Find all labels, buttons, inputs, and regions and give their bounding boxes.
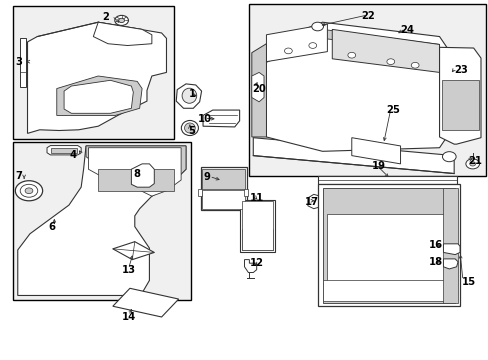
Text: 15: 15 [461, 277, 475, 287]
Polygon shape [113, 242, 154, 260]
Circle shape [465, 159, 479, 169]
Polygon shape [176, 84, 201, 108]
Text: 20: 20 [251, 84, 265, 94]
Text: 13: 13 [122, 265, 135, 275]
Text: 22: 22 [361, 11, 374, 21]
Text: 21: 21 [467, 156, 481, 166]
Polygon shape [93, 22, 152, 45]
Polygon shape [131, 164, 154, 187]
Polygon shape [443, 259, 457, 269]
Polygon shape [47, 145, 81, 155]
Polygon shape [351, 138, 400, 164]
Polygon shape [20, 39, 26, 87]
Polygon shape [251, 44, 266, 137]
Circle shape [25, 188, 33, 194]
Text: 14: 14 [122, 312, 136, 322]
Text: 3: 3 [15, 57, 22, 67]
Polygon shape [317, 184, 459, 306]
Bar [441, 80, 478, 130]
Polygon shape [439, 47, 480, 144]
Text: 25: 25 [385, 105, 399, 115]
Circle shape [442, 152, 455, 162]
Text: 18: 18 [428, 257, 442, 267]
Bar [200, 167, 246, 211]
Circle shape [308, 42, 316, 48]
Text: 9: 9 [203, 172, 209, 182]
Polygon shape [266, 22, 446, 151]
Polygon shape [266, 30, 439, 62]
Text: 17: 17 [304, 197, 318, 207]
Circle shape [284, 48, 292, 54]
Circle shape [311, 22, 323, 31]
Polygon shape [57, 76, 142, 116]
Text: 8: 8 [133, 168, 140, 179]
Text: 11: 11 [249, 193, 263, 203]
Text: 16: 16 [428, 240, 442, 250]
Polygon shape [113, 288, 178, 317]
Polygon shape [266, 24, 327, 62]
Bar [202, 190, 245, 210]
Text: 23: 23 [453, 64, 467, 75]
Circle shape [469, 162, 475, 166]
Bar [13, 142, 190, 300]
Ellipse shape [181, 121, 198, 135]
Text: 5: 5 [188, 126, 195, 135]
Circle shape [410, 62, 418, 68]
Polygon shape [244, 189, 248, 196]
Circle shape [119, 18, 124, 23]
Bar [13, 6, 173, 139]
Ellipse shape [182, 88, 196, 103]
Circle shape [20, 184, 38, 197]
Circle shape [347, 52, 355, 58]
Text: 2: 2 [102, 12, 109, 22]
Text: 19: 19 [371, 161, 386, 171]
Polygon shape [27, 22, 166, 134]
Bar [249, 4, 485, 176]
Polygon shape [88, 148, 181, 196]
Polygon shape [64, 80, 133, 113]
Text: 24: 24 [400, 25, 414, 35]
Text: 12: 12 [249, 258, 263, 268]
Circle shape [15, 181, 42, 201]
Polygon shape [307, 194, 322, 209]
Bar [51, 148, 77, 153]
Bar [443, 188, 457, 303]
Text: 1: 1 [188, 89, 195, 99]
Polygon shape [253, 138, 453, 174]
Polygon shape [443, 244, 459, 255]
Bar [323, 280, 454, 301]
Text: 6: 6 [48, 222, 55, 231]
Circle shape [115, 15, 128, 26]
Ellipse shape [184, 123, 195, 133]
Polygon shape [198, 189, 202, 196]
Text: 7: 7 [15, 171, 22, 181]
Text: 10: 10 [198, 114, 212, 124]
Bar [241, 229, 272, 250]
Bar [327, 214, 451, 300]
Text: 4: 4 [69, 150, 76, 160]
Polygon shape [251, 72, 264, 102]
Bar [239, 200, 274, 252]
Bar [202, 169, 245, 189]
Polygon shape [331, 30, 439, 72]
Circle shape [386, 59, 394, 64]
Polygon shape [98, 169, 173, 191]
Polygon shape [317, 176, 456, 184]
Bar [241, 201, 272, 250]
Bar [323, 188, 454, 303]
Polygon shape [203, 110, 239, 127]
Polygon shape [244, 260, 256, 273]
Polygon shape [18, 146, 185, 296]
Polygon shape [86, 146, 185, 196]
